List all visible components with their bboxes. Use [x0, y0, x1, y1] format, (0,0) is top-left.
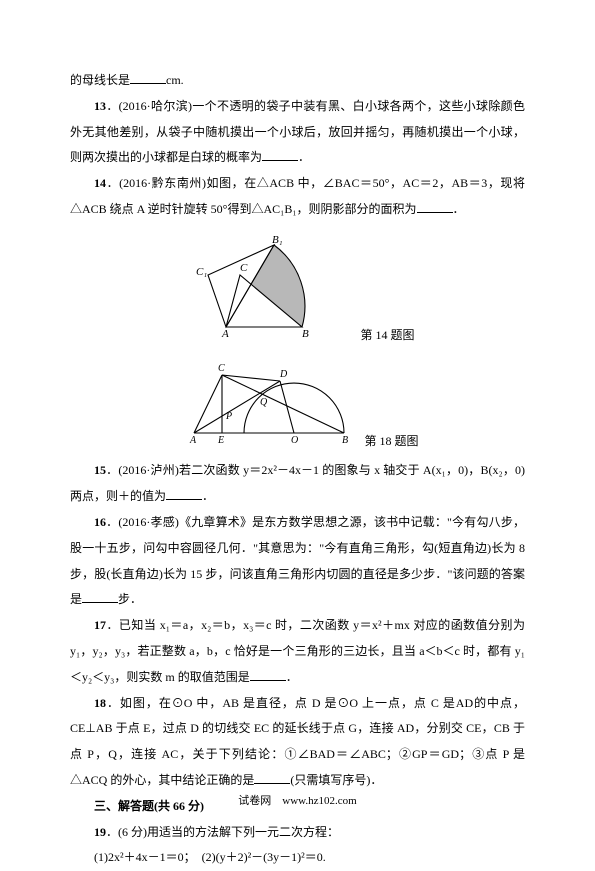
q17: 17．已知当 x₁＝a，x₂＝b，x₃＝c 时，二次函数 y＝x²＋mx 对应的… — [70, 613, 525, 690]
svg-text:C: C — [218, 363, 225, 374]
q18-num: 18 — [94, 696, 106, 710]
blank-16 — [82, 591, 118, 603]
page-content: 的母线长是cm. 13．(2016·哈尔滨)一个不透明的袋子中装有黑、白小球各两… — [0, 0, 595, 871]
q15-text: ．(2016·泸州)若二次函数 y＝2x²－4x－1 的图象与 x 轴交于 A(… — [70, 463, 525, 503]
svg-text:D: D — [279, 369, 288, 380]
q18-end: (只需填写序号)． — [290, 773, 382, 787]
svg-text:A: A — [189, 435, 197, 445]
q13-end: ． — [298, 150, 310, 164]
svg-text:B₁: B₁ — [272, 234, 283, 246]
q17-end: ． — [286, 670, 298, 684]
blank-13 — [262, 149, 298, 161]
q14-end: ． — [453, 202, 465, 216]
blank-lead — [130, 72, 166, 84]
q19-text: ．(6 分)用适当的方法解下列一元二次方程： — [106, 825, 339, 839]
fig14-label: 第 14 题图 — [360, 328, 414, 342]
fig18-label: 第 18 题图 — [364, 434, 418, 448]
fig14-svg: A B C C₁ B₁ — [180, 231, 360, 339]
q19: 19．(6 分)用适当的方法解下列一元二次方程： — [70, 820, 525, 846]
q13: 13．(2016·哈尔滨)一个不透明的袋子中装有黑、白小球各两个，这些小球除颜色… — [70, 94, 525, 171]
svg-text:E: E — [217, 435, 224, 445]
footer-text: 试卷网 www.hz102.com — [238, 795, 356, 807]
svg-text:O: O — [291, 435, 298, 445]
q19-num: 19 — [94, 825, 106, 839]
svg-text:C₁: C₁ — [196, 266, 207, 278]
lead-unit: cm. — [166, 73, 184, 87]
svg-text:P: P — [225, 411, 232, 422]
lead-fragment: 的母线长是 cm. — [70, 68, 525, 94]
svg-text:B: B — [342, 435, 348, 445]
q14-num: 14 — [94, 176, 106, 190]
q14: 14．(2016·黔东南州)如图，在△ACB 中，∠BAC＝50°，AC＝2，A… — [70, 171, 525, 223]
figures-block: A B C C₁ B₁ 第 14 题图 A B O E C — [70, 231, 525, 455]
blank-14 — [417, 201, 453, 213]
q18: 18．如图，在⊙O 中，AB 是直径，点 D 是⊙O 上一点，点 C 是AD的中… — [70, 691, 525, 794]
q17-num: 17 — [94, 618, 106, 632]
q19-sub: (1)2x²＋4x－1＝0； (2)(y＋2)²－(3y－1)²＝0. — [70, 845, 525, 871]
svg-text:B: B — [302, 328, 309, 339]
q15: 15．(2016·泸州)若二次函数 y＝2x²－4x－1 的图象与 x 轴交于 … — [70, 458, 525, 510]
svg-text:Q: Q — [260, 397, 268, 408]
q15-end: ． — [202, 489, 214, 503]
fig18-svg: A B O E C D P Q — [176, 355, 364, 445]
blank-17 — [250, 669, 286, 681]
blank-15 — [166, 488, 202, 500]
svg-text:C: C — [240, 262, 248, 274]
q15-num: 15 — [94, 463, 106, 477]
q16: 16．(2016·孝感)《九章算术》是东方数学思想之源，该书中记载："今有勾八步… — [70, 510, 525, 613]
lead-text: 的母线长是 — [70, 73, 130, 87]
fig18-wrap: A B O E C D P Q 第 18 题图 — [70, 355, 525, 455]
blank-18 — [254, 772, 290, 784]
q13-num: 13 — [94, 99, 106, 113]
q16-num: 16 — [94, 515, 106, 529]
svg-text:A: A — [221, 328, 229, 339]
page-footer: 试卷网 www.hz102.com — [0, 792, 595, 808]
q16-end: 步． — [118, 592, 142, 606]
q19-sub-text: (1)2x²＋4x－1＝0； (2)(y＋2)²－(3y－1)²＝0. — [94, 850, 326, 864]
fig14-wrap: A B C C₁ B₁ 第 14 题图 — [70, 231, 525, 349]
